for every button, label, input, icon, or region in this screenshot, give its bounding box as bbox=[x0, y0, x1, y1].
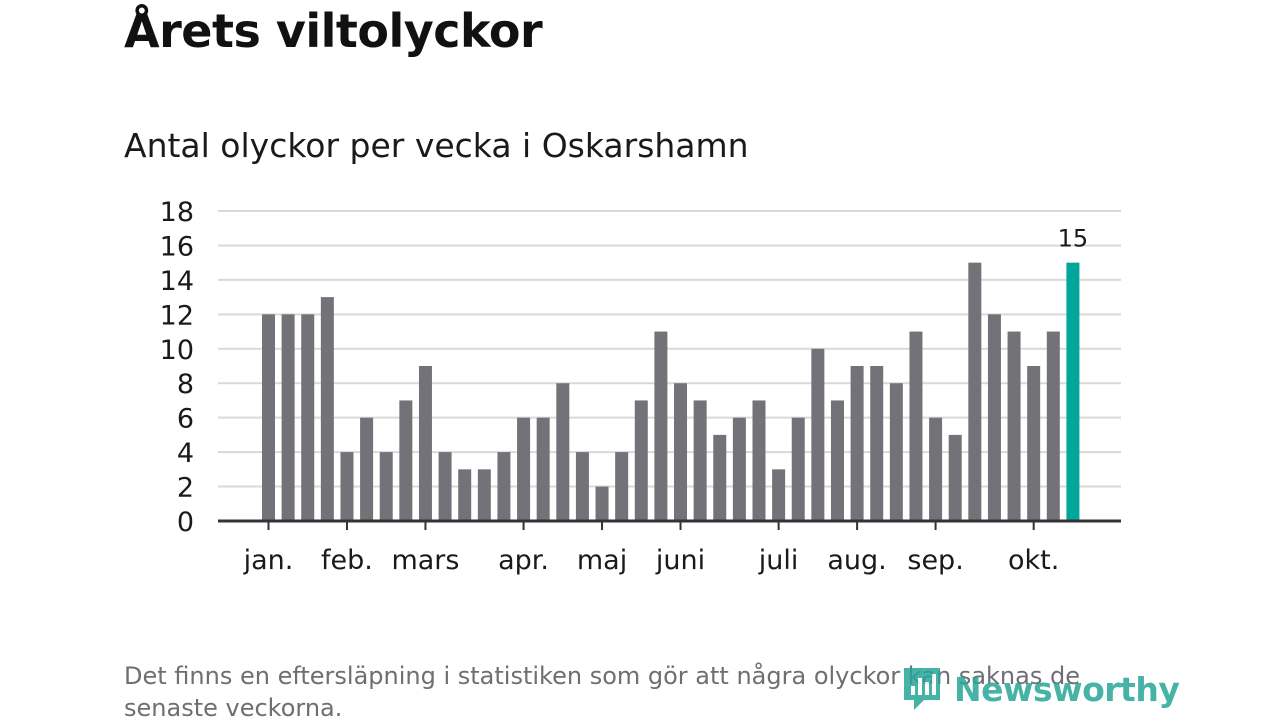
x-tick-label: okt. bbox=[1008, 545, 1059, 576]
bar bbox=[399, 400, 413, 521]
bar bbox=[752, 400, 766, 521]
bar bbox=[595, 486, 609, 521]
page-title: Årets viltolyckor bbox=[124, 4, 543, 58]
bar bbox=[772, 469, 786, 521]
bar-highlight bbox=[1066, 262, 1080, 521]
bar bbox=[968, 262, 982, 521]
bar bbox=[693, 400, 707, 521]
x-tick-label: aug. bbox=[827, 545, 886, 576]
bar bbox=[929, 417, 943, 521]
bar bbox=[850, 366, 864, 521]
y-tick-label: 8 bbox=[177, 369, 194, 400]
bar bbox=[379, 452, 393, 521]
bar bbox=[1007, 331, 1021, 521]
bar bbox=[360, 417, 374, 521]
bar bbox=[811, 348, 825, 521]
bar bbox=[262, 314, 275, 521]
chart-subtitle: Antal olyckor per vecka i Oskarshamn bbox=[124, 126, 749, 165]
x-tick-label: juni bbox=[655, 545, 705, 576]
bar bbox=[615, 452, 629, 521]
data-label: 15 bbox=[1058, 225, 1089, 253]
y-tick-label: 10 bbox=[160, 335, 194, 366]
bar bbox=[281, 314, 295, 521]
bar bbox=[497, 452, 511, 521]
y-tick-label: 18 bbox=[160, 197, 194, 228]
bar bbox=[830, 400, 844, 521]
newsworthy-logo-text: Newsworthy bbox=[954, 669, 1180, 709]
bar bbox=[713, 434, 727, 521]
x-tick-label: mars bbox=[391, 545, 459, 576]
x-tick-label: apr. bbox=[498, 545, 549, 576]
y-tick-label: 14 bbox=[160, 266, 194, 297]
bar bbox=[870, 366, 884, 521]
x-tick-label: jan. bbox=[243, 545, 294, 576]
y-tick-label: 4 bbox=[177, 438, 194, 469]
x-tick-label: juli bbox=[758, 545, 799, 576]
bar bbox=[301, 314, 315, 521]
bar bbox=[987, 314, 1001, 521]
bar bbox=[438, 452, 452, 521]
x-tick-label: sep. bbox=[907, 545, 963, 576]
y-tick-label: 6 bbox=[177, 404, 194, 435]
bar bbox=[517, 417, 531, 521]
bar bbox=[556, 383, 570, 521]
bar bbox=[418, 366, 432, 521]
bar bbox=[948, 434, 962, 521]
newsworthy-logo: Newsworthy bbox=[900, 664, 1180, 714]
bar bbox=[340, 452, 354, 521]
bar bbox=[791, 417, 805, 521]
bar bbox=[634, 400, 648, 521]
bar bbox=[732, 417, 746, 521]
x-tick-label: maj bbox=[577, 545, 627, 576]
bar bbox=[320, 297, 334, 521]
bar bbox=[889, 383, 903, 521]
y-tick-label: 12 bbox=[160, 300, 194, 331]
newsworthy-logo-icon bbox=[904, 668, 940, 710]
y-tick-label: 16 bbox=[160, 231, 194, 262]
bar bbox=[458, 469, 472, 521]
bar bbox=[1027, 366, 1041, 521]
bar bbox=[575, 452, 589, 521]
bar bbox=[654, 331, 668, 521]
bar bbox=[477, 469, 491, 521]
y-tick-label: 2 bbox=[177, 473, 194, 504]
bar bbox=[1046, 331, 1060, 521]
bar bbox=[536, 417, 550, 521]
y-tick-label: 0 bbox=[177, 507, 194, 538]
x-tick-label: feb. bbox=[321, 545, 373, 576]
bar bbox=[674, 383, 688, 521]
bar bbox=[909, 331, 923, 521]
